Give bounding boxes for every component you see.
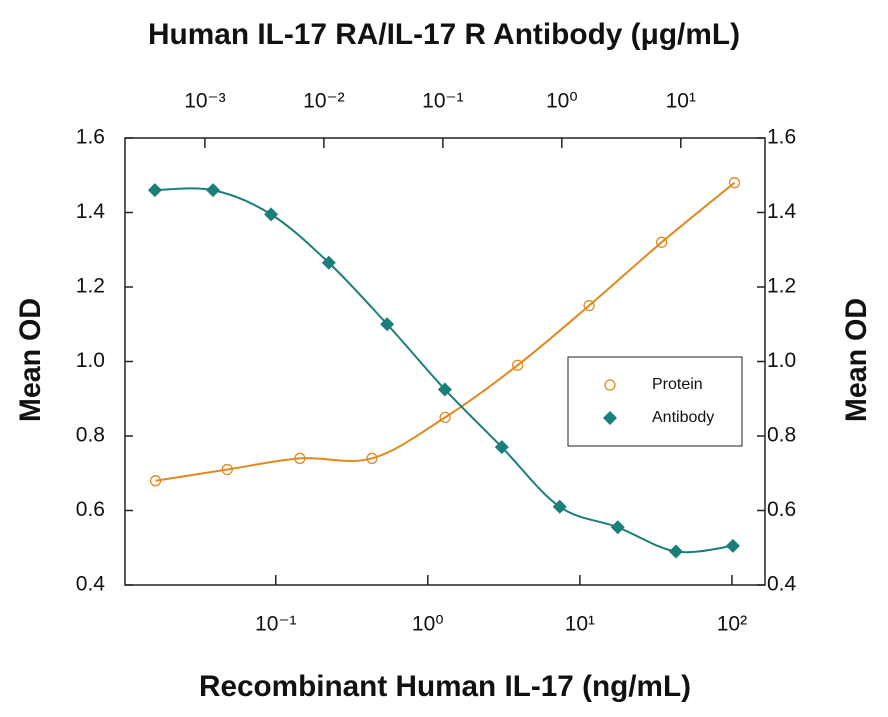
data-point bbox=[149, 475, 162, 487]
y2-tick-label: 1.6 bbox=[767, 126, 796, 149]
x2-tick-label: 10⁻³ bbox=[184, 90, 225, 113]
data-point bbox=[206, 183, 221, 198]
y-tick-label: 1.4 bbox=[76, 200, 106, 223]
data-point bbox=[728, 177, 741, 189]
data-point bbox=[294, 452, 306, 465]
x-tick-label: 10⁰ bbox=[412, 613, 444, 636]
data-point bbox=[494, 440, 509, 455]
data-point bbox=[668, 544, 683, 559]
y2-axis-label: Mean OD bbox=[840, 298, 873, 422]
data-point bbox=[366, 452, 378, 465]
data-point bbox=[147, 183, 162, 198]
y2-tick-label: 1.0 bbox=[767, 349, 796, 372]
x2-tick-label: 10⁻¹ bbox=[422, 90, 463, 113]
y2-tick-label: 1.4 bbox=[767, 200, 797, 223]
legend-label: Antibody bbox=[652, 409, 714, 426]
y-axis-label: Mean OD bbox=[14, 298, 47, 422]
data-point bbox=[725, 538, 740, 553]
x2-tick-label: 10⁰ bbox=[546, 90, 578, 113]
y-tick-label: 0.8 bbox=[76, 424, 105, 447]
data-point bbox=[552, 499, 567, 514]
x-tick-label: 10¹ bbox=[565, 613, 595, 636]
y2-tick-label: 0.8 bbox=[767, 424, 796, 447]
y-tick-label: 0.6 bbox=[76, 498, 105, 521]
x-axis-label: Recombinant Human IL-17 (ng/mL) bbox=[199, 670, 691, 703]
top-axis-title: Human IL-17 RA/IL-17 R Antibody (μg/mL) bbox=[148, 18, 740, 51]
data-point bbox=[610, 520, 625, 535]
data-point bbox=[221, 463, 233, 476]
data-point bbox=[437, 382, 452, 397]
data-point bbox=[583, 299, 595, 312]
y-tick-label: 1.2 bbox=[76, 275, 105, 298]
data-point bbox=[439, 411, 451, 424]
legend-box bbox=[567, 356, 743, 447]
y2-tick-label: 0.4 bbox=[767, 573, 797, 596]
legend-marker bbox=[604, 379, 616, 391]
y-tick-label: 0.4 bbox=[76, 573, 106, 596]
x2-tick-label: 10⁻² bbox=[303, 90, 344, 113]
legend-label: Protein bbox=[652, 376, 703, 393]
y-tick-label: 1.6 bbox=[76, 126, 105, 149]
data-point bbox=[512, 359, 524, 371]
x-tick-label: 10² bbox=[717, 613, 747, 636]
y-tick-label: 1.0 bbox=[76, 349, 105, 372]
legend-marker bbox=[603, 411, 617, 425]
x-tick-label: 10⁻¹ bbox=[255, 613, 296, 636]
data-point bbox=[656, 236, 668, 248]
y2-tick-label: 0.6 bbox=[767, 498, 796, 521]
data-point bbox=[264, 207, 279, 222]
data-point bbox=[321, 255, 336, 270]
x2-tick-label: 10¹ bbox=[666, 90, 696, 113]
data-point bbox=[380, 317, 395, 332]
y2-tick-label: 1.2 bbox=[767, 275, 796, 298]
